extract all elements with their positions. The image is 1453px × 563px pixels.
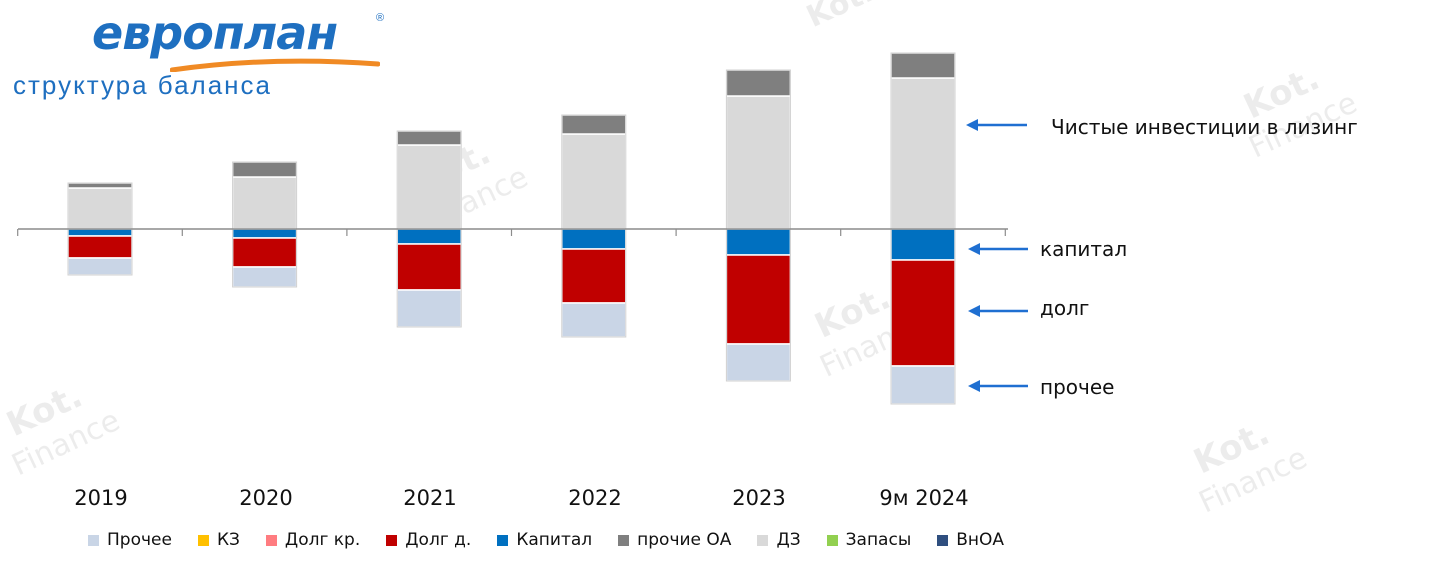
legend-label: Долг кр.	[284, 530, 361, 550]
legend-item-dz: ДЗ	[757, 530, 801, 550]
bar-segment-прочее-2022	[561, 302, 627, 338]
tick-label-2020: 2020	[239, 486, 293, 510]
bar-segment-прочие-оа-2020	[231, 161, 298, 178]
bar-segment-дз-9м-2024	[890, 77, 956, 230]
bar-segment-капитал-2021	[396, 228, 462, 245]
legend-label: Прочее	[107, 530, 172, 550]
arrow-capital-icon	[968, 243, 1028, 255]
page-subtitle: структура баланса	[13, 70, 272, 100]
registered-mark: ®	[376, 12, 385, 24]
bar-segment-капитал-2023	[725, 228, 792, 256]
brand-logo: европлан	[92, 6, 338, 60]
arrow-debt-icon	[968, 305, 1028, 317]
legend-label: Долг д.	[405, 530, 472, 550]
bar-segment-дз-2020	[231, 176, 298, 230]
legend-swatch	[265, 534, 277, 546]
legend-swatch	[197, 534, 209, 546]
annotation-other: прочее	[1040, 375, 1115, 399]
legend-swatch	[88, 534, 99, 546]
bar-segment-дз-2019	[67, 187, 133, 230]
logo-swoosh-icon	[170, 58, 380, 72]
tick-label-2019: 2019	[74, 486, 128, 510]
legend-item-prochie-oa: прочие ОА	[618, 530, 731, 550]
annotation-debt: долг	[1040, 296, 1090, 320]
bar-segment-капитал-2020	[231, 228, 298, 239]
legend-label: КЗ	[216, 530, 240, 550]
legend-item-vnoa: ВнОА	[937, 530, 1004, 550]
tick-label-2021: 2021	[403, 486, 457, 510]
bar-segment-долг-д--2020	[231, 237, 298, 268]
legend-item-dolg-d: Долг д.	[386, 530, 471, 550]
tick-label-9m-2024: 9м 2024	[879, 486, 969, 510]
bar-segment-долг-д--2019	[67, 235, 133, 259]
legend-item-zapasy: Запасы	[826, 530, 912, 550]
legend-label: ВнОА	[956, 530, 1005, 550]
arrow-other-icon	[968, 380, 1028, 392]
arrow-leasing-icon	[966, 119, 1027, 131]
legend-swatch	[757, 534, 769, 546]
tick-label-2022: 2022	[568, 486, 622, 510]
tick-label-2023: 2023	[732, 486, 786, 510]
bar-segment-капитал-2022	[561, 228, 627, 250]
legend-swatch	[386, 534, 398, 546]
annotation-capital: капитал	[1040, 237, 1128, 261]
bar-segment-прочие-оа-2023	[725, 69, 792, 97]
bar-segment-прочее-2019	[67, 257, 133, 276]
bar-segment-долг-д--2021	[396, 243, 462, 291]
bar-segment-прочие-оа-2019	[67, 182, 133, 189]
legend-swatch	[497, 534, 509, 546]
legend-item-prochee: Прочее	[88, 530, 172, 550]
bar-segment-дз-2022	[561, 133, 627, 230]
bar-segment-капитал-2019	[67, 228, 133, 237]
bar-segment-прочие-оа-2022	[561, 114, 627, 135]
legend-swatch	[937, 534, 949, 546]
bar-segment-прочее-2023	[725, 343, 792, 382]
legend-item-kz: КЗ	[197, 530, 240, 550]
legend-label: Запасы	[845, 530, 912, 550]
bar-segment-прочее-9м-2024	[890, 365, 956, 405]
bar-segment-прочее-2021	[396, 289, 462, 328]
legend-swatch	[826, 534, 838, 546]
bar-segment-прочее-2020	[231, 266, 298, 288]
bar-segment-дз-2021	[396, 144, 462, 230]
bar-segment-долг-д--9м-2024	[890, 259, 956, 367]
legend-label: ДЗ	[776, 530, 801, 550]
legend-item-dolg-kr: Долг кр.	[265, 530, 361, 550]
bar-segment-прочие-оа-9м-2024	[890, 52, 956, 79]
legend-swatch	[618, 534, 630, 546]
bar-outline-2023	[725, 69, 791, 382]
bar-segment-долг-д--2023	[725, 254, 792, 345]
bar-segment-долг-д--2022	[561, 248, 627, 304]
legend-label: Капитал	[516, 530, 593, 550]
legend-item-kapital: Капитал	[497, 530, 592, 550]
bar-segment-прочие-оа-2021	[396, 130, 462, 146]
annotation-leasing: Чистые инвестиции в лизинг	[1051, 115, 1358, 139]
chart-legend: Прочее КЗ Долг кр. Долг д. Капитал прочи…	[88, 528, 1030, 552]
bar-outline-2022	[561, 114, 627, 338]
bar-outline-2020	[232, 161, 298, 288]
legend-label: прочие ОА	[637, 530, 732, 550]
bar-segment-капитал-9м-2024	[890, 228, 956, 261]
bar-segment-дз-2023	[725, 95, 792, 230]
